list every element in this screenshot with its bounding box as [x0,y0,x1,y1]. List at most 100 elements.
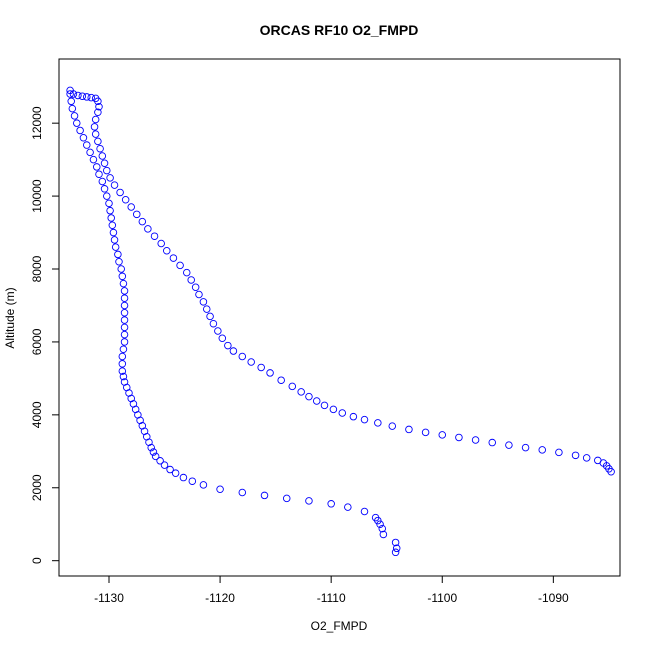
data-point [371,513,380,522]
data-point [78,92,87,100]
data-point [93,163,101,171]
data-point [100,159,109,168]
data-point [120,287,129,295]
data-point [83,93,91,101]
data-point [120,338,129,346]
data-point [120,316,129,324]
data-point [69,90,78,98]
data-point [151,452,160,461]
data-point [96,144,104,153]
data-point [260,491,269,500]
data-point [94,97,102,106]
y-tick-label: 0 [30,557,44,564]
data-point [120,301,129,310]
data-point [89,155,98,164]
x-tick-label: -1090 [538,591,569,605]
data-point [166,465,174,474]
data-point [455,433,463,442]
data-point [505,441,513,449]
data-point [121,195,130,204]
data-point [156,457,164,465]
data-point [209,319,218,328]
data-point [305,497,313,505]
data-point [238,352,247,361]
data-point [297,388,305,396]
data-point [182,268,191,277]
data-point [73,119,81,127]
data-point [282,494,291,503]
data-point [157,239,165,248]
data-point [277,376,285,384]
data-point [70,112,79,120]
data-point [392,544,401,553]
y-axis: 0 2000 4000 6000 8000 10000 12000 [30,106,60,564]
y-tick-label: 10000 [30,179,44,213]
data-point [421,428,430,437]
data-point [374,419,382,427]
x-tick-label: -1130 [94,591,124,605]
y-tick-label: 4000 [30,401,44,428]
data-point [118,352,127,361]
data-point [247,358,255,366]
data-point [117,265,125,273]
data-point [110,236,119,244]
data-point [144,225,152,233]
data-point [171,469,180,477]
chart-title: ORCAS RF10 O2_FMPD [260,22,419,38]
data-point [521,443,530,452]
data-point [116,188,124,197]
data-point [150,232,159,240]
data-point [160,461,169,469]
data-point [103,192,111,200]
data-point [133,210,141,219]
data-point [199,298,208,306]
data-point [187,276,195,284]
data-point [119,279,128,288]
data-point [320,401,329,410]
plot-frame [58,58,621,577]
data-point [214,327,222,335]
data-point [138,217,147,226]
data-point [115,257,123,266]
data-point [94,108,102,116]
data-point [118,272,127,281]
data-point [349,412,358,421]
data-point [111,243,120,251]
data-point [120,330,129,339]
data-point [378,524,387,533]
data-point [120,309,129,317]
data-point [344,503,352,511]
data-point [119,372,128,381]
data-point [79,133,88,142]
data-point [405,425,413,434]
x-axis-label: O2_FMPD [311,619,368,633]
data-point [103,166,111,175]
data-point [67,97,75,106]
data-point [312,397,321,405]
data-point [100,185,109,193]
data-point [176,261,184,270]
data-point [338,409,347,417]
data-point [288,382,297,391]
y-tick-label: 12000 [30,106,44,140]
data-point [379,530,388,539]
data-point [87,93,95,102]
data-point [120,323,129,332]
data-point [471,436,480,444]
data-point [202,305,211,313]
data-point [238,488,247,497]
data-point [555,448,563,457]
data-point [91,115,100,124]
data-point [224,341,232,350]
data-point [305,392,313,401]
data-point [571,451,580,460]
data-point [179,473,188,482]
data-point [163,247,171,255]
data-point [114,250,122,259]
data-point [107,214,115,222]
data-point [195,290,203,299]
data-point [360,415,369,424]
data-point [391,538,400,547]
x-tick-label: -1110 [317,591,346,605]
